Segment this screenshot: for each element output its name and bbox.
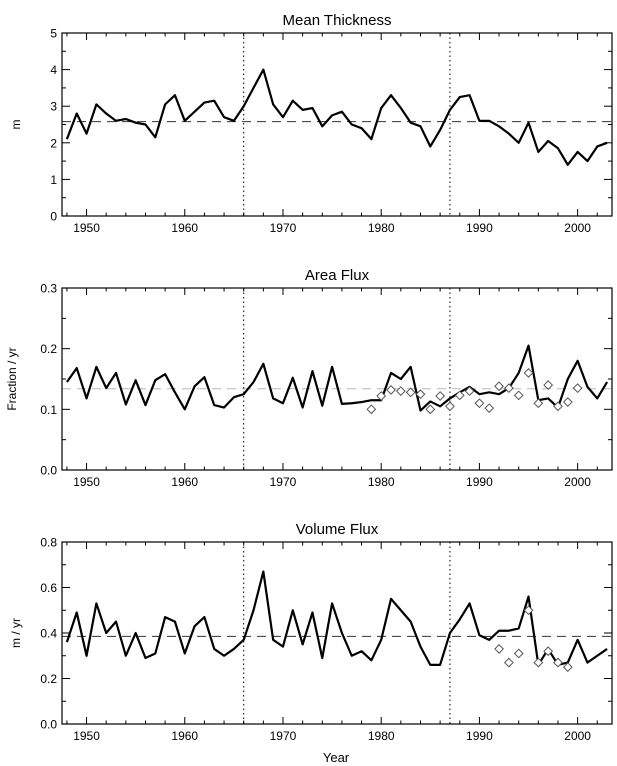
- area-flux-x-tick-label: 1950: [73, 475, 100, 489]
- x-axis-label: Year: [323, 750, 350, 765]
- volume-flux-x-tick-label: 2000: [564, 729, 591, 743]
- volume-flux-x-tick-label: 1980: [368, 729, 395, 743]
- volume-flux-y-tick-label: 0.0: [40, 718, 57, 732]
- area-flux-diamond-point: [415, 389, 426, 400]
- mean-thickness-y-tick-label: 3: [50, 100, 57, 114]
- area-flux-diamond-point: [474, 398, 485, 409]
- area-flux-y-tick-label: 0.0: [40, 464, 57, 478]
- area-flux-x-tick-label: 1970: [270, 475, 297, 489]
- volume-flux-y-axis-label: m / yr: [9, 618, 23, 648]
- area-flux-y-axis-label: Fraction / yr: [5, 347, 19, 410]
- area-flux-diamond-point: [464, 386, 475, 397]
- area-flux-y-tick-label: 0.2: [40, 342, 57, 356]
- volume-flux-series-line: [65, 570, 608, 666]
- volume-flux-x-tick-label: 1960: [171, 729, 198, 743]
- area-flux-x-tick-label: 1960: [171, 475, 198, 489]
- volume-flux-y-tick-label: 0.6: [40, 581, 57, 595]
- area-flux-diamond-point: [572, 383, 583, 394]
- volume-flux-title: Volume Flux: [296, 521, 379, 538]
- volume-flux-y-tick-label: 0.4: [40, 627, 57, 641]
- volume-flux-diamond-point: [513, 648, 524, 659]
- mean-thickness-y-tick-label: 4: [50, 63, 57, 77]
- area-flux-x-tick-label: 1990: [466, 475, 493, 489]
- volume-flux-y-tick-label: 0.2: [40, 672, 57, 686]
- mean-thickness-series-line: [65, 68, 608, 166]
- mean-thickness-y-tick-label: 0: [50, 210, 57, 224]
- volume-flux-x-tick-label: 1970: [270, 729, 297, 743]
- area-flux-diamond-point: [376, 391, 387, 401]
- mean-thickness-x-tick-label: 1970: [270, 221, 297, 235]
- volume-flux-diamond-point: [503, 657, 514, 668]
- volume-flux-plot-frame: [61, 541, 613, 725]
- mean-thickness-panel: Mean Thickness m 1950 1960 1970 1980 1990 2000 0…: [9, 12, 613, 235]
- mean-thickness-x-tick-label: 2000: [564, 221, 591, 235]
- area-flux-diamond-point: [366, 404, 377, 415]
- area-flux-panel: Area Flux Fraction / yr 1950 1960 1970 1980 19…: [5, 267, 613, 489]
- area-flux-diamond-point: [454, 390, 465, 401]
- area-flux-diamond-point: [386, 385, 396, 395]
- mean-thickness-y-axis-label: m: [9, 120, 23, 130]
- mean-thickness-x-tick-label: 1960: [171, 221, 198, 235]
- mean-thickness-x-tick-label: 1950: [73, 221, 100, 235]
- area-flux-diamond-point: [395, 386, 406, 397]
- volume-flux-diamond-point: [533, 657, 544, 668]
- area-flux-diamond-point: [533, 398, 544, 409]
- area-flux-diamond-point: [435, 391, 446, 401]
- area-flux-diamond-point: [425, 404, 436, 415]
- volume-flux-x-tick-label: 1950: [73, 729, 100, 743]
- mean-thickness-y-tick-label: 5: [50, 27, 57, 41]
- area-flux-diamond-point: [553, 401, 563, 412]
- mean-thickness-x-tick-label: 1990: [466, 221, 493, 235]
- area-flux-diamond-point: [523, 368, 534, 378]
- volume-flux-panel: Volume Flux m / yr 1950 1960 1970 1980 1990 200…: [9, 521, 613, 743]
- volume-flux-diamond-point: [562, 662, 573, 673]
- area-flux-diamond-point: [494, 381, 504, 392]
- area-flux-x-tick-label: 1980: [368, 475, 395, 489]
- area-flux-series-line: [66, 344, 609, 412]
- volume-flux-diamond-point: [543, 646, 554, 657]
- area-flux-diamond-point: [562, 397, 573, 407]
- area-flux-diamond-point: [513, 390, 524, 401]
- area-flux-plot-frame: [61, 287, 613, 471]
- area-flux-diamond-point: [484, 403, 495, 414]
- mean-thickness-title: Mean Thickness: [283, 12, 392, 29]
- volume-flux-diamond-point: [494, 644, 504, 654]
- area-flux-diamond-point: [503, 383, 514, 394]
- mean-thickness-x-tick-label: 1980: [368, 221, 395, 235]
- volume-flux-diamond-point: [553, 657, 563, 668]
- volume-flux-y-tick-label: 0.8: [40, 536, 57, 550]
- area-flux-diamond-point: [445, 401, 455, 412]
- area-flux-title: Area Flux: [305, 267, 370, 284]
- area-flux-diamond-point: [543, 380, 554, 390]
- area-flux-x-tick-label: 2000: [564, 475, 591, 489]
- area-flux-y-tick-label: 0.1: [40, 403, 57, 417]
- volume-flux-diamond-point: [523, 605, 534, 616]
- area-flux-diamond-point: [405, 387, 416, 398]
- volume-flux-x-tick-label: 1990: [466, 729, 493, 743]
- area-flux-y-tick-label: 0.3: [40, 282, 57, 296]
- mean-thickness-y-tick-label: 1: [50, 173, 57, 187]
- mean-thickness-y-tick-label: 2: [50, 136, 57, 150]
